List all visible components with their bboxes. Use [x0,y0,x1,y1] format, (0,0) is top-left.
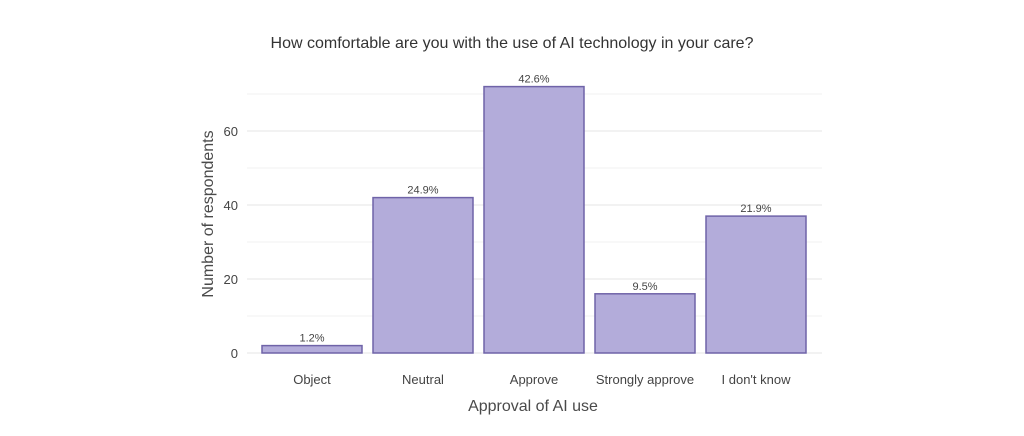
bars [261,85,807,354]
y-tick-labels: 0 20 40 60 [224,124,238,361]
x-tick-label: Strongly approve [596,372,694,387]
bar [483,85,585,354]
bar-data-label: 24.9% [407,185,438,197]
bar [372,196,474,354]
bar [705,215,807,354]
chart-title: How comfortable are you with the use of … [271,35,754,52]
y-tick-label: 0 [231,346,238,361]
bar-data-label: 42.6% [518,74,549,86]
x-tick-label: Approve [510,372,558,387]
data-labels: 1.2% 24.9% 42.6% 9.5% 21.9% [299,74,771,345]
bar-data-label: 21.9% [740,203,771,215]
x-tick-label: Neutral [402,372,444,387]
bar-data-label: 9.5% [632,281,657,293]
x-tick-labels: Object Neutral Approve Strongly approve I do… [293,372,791,387]
bar [261,344,363,354]
bar-data-label: 1.2% [299,333,324,345]
bar [594,293,696,354]
y-tick-label: 20 [224,272,238,287]
y-tick-label: 40 [224,198,238,213]
x-tick-label: Object [293,372,331,387]
y-tick-label: 60 [224,124,238,139]
x-tick-label: I don't know [722,372,792,387]
x-axis-title: Approval of AI use [468,398,598,415]
y-axis-title: Number of respondents [200,130,217,297]
